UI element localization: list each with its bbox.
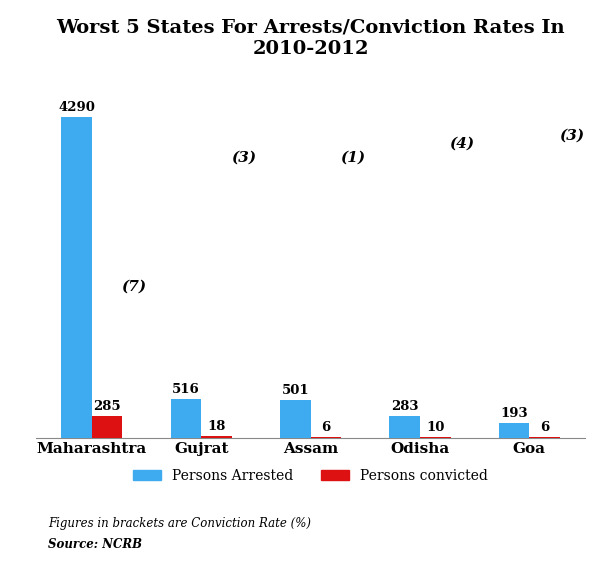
Text: Source: NCRB: Source: NCRB [48, 538, 142, 551]
Text: 18: 18 [207, 420, 226, 433]
Text: 193: 193 [500, 407, 528, 420]
Bar [171, 399, 201, 438]
Text: 6: 6 [540, 421, 549, 434]
Text: 6: 6 [321, 421, 330, 434]
Text: Figures in brackets are Conviction Rate (%): Figures in brackets are Conviction Rate … [48, 517, 311, 530]
Text: 516: 516 [172, 383, 200, 396]
Bar [420, 437, 450, 438]
Bar [390, 416, 420, 438]
Text: 501: 501 [282, 384, 309, 397]
Text: (7): (7) [121, 280, 147, 294]
Text: (3): (3) [559, 129, 584, 143]
Title: Worst 5 States For Arrests/Conviction Rates In
2010-2012: Worst 5 States For Arrests/Conviction Ra… [56, 19, 565, 58]
Bar [92, 416, 122, 438]
Text: 285: 285 [93, 400, 121, 413]
Bar [280, 400, 311, 438]
Text: (3): (3) [231, 150, 256, 164]
Text: 4290: 4290 [58, 100, 95, 114]
Bar [61, 117, 92, 438]
Text: (1): (1) [340, 150, 365, 164]
Text: (4): (4) [449, 136, 475, 150]
Legend: Persons Arrested, Persons convicted: Persons Arrested, Persons convicted [128, 463, 493, 488]
Bar [201, 436, 232, 438]
Text: 10: 10 [426, 421, 444, 434]
Bar [499, 423, 529, 438]
Text: 283: 283 [391, 401, 418, 413]
